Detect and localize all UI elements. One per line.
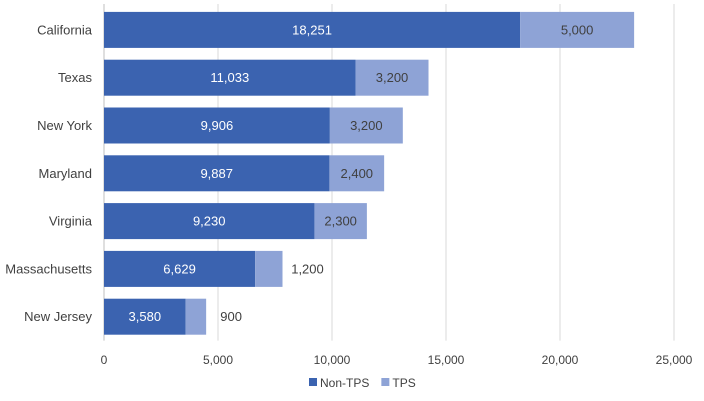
data-label-non-tps: 11,033: [210, 70, 249, 85]
data-label-non-tps: 9,230: [193, 214, 226, 229]
x-tick-label: 0: [101, 353, 108, 367]
data-label-non-tps: 3,580: [129, 309, 162, 324]
legend-swatch-non-tps: [309, 378, 317, 386]
data-label-tps: 3,200: [376, 70, 409, 85]
data-label-tps: 1,200: [291, 261, 324, 276]
bar-tps: [314, 203, 367, 240]
category-label: Massachusetts: [5, 261, 92, 276]
data-label-non-tps: 6,629: [163, 261, 196, 276]
legend-label-non-tps: Non-TPS: [320, 376, 369, 390]
bar-tps: [329, 155, 385, 192]
data-label-non-tps: 9,887: [200, 166, 233, 181]
data-label-tps: 3,200: [350, 118, 383, 133]
data-label-non-tps: 18,251: [292, 22, 332, 37]
category-label: Maryland: [39, 166, 92, 181]
category-label: California: [37, 22, 93, 37]
category-label: New York: [37, 118, 92, 133]
x-tick-label: 25,000: [656, 353, 693, 367]
bar-tps: [329, 107, 403, 144]
bar-non-tps: [104, 203, 315, 240]
x-tick-label: 5,000: [203, 353, 233, 367]
category-labels: California Texas New York Maryland Virginia M…: [5, 22, 92, 324]
legend-label-tps: TPS: [392, 376, 415, 390]
data-label-tps: 900: [220, 309, 242, 324]
category-label: New Jersey: [24, 309, 92, 324]
x-tick-label: 15,000: [428, 353, 465, 367]
bars: 18,251 5,000 11,033 3,200 9,906 3,200 9,887 2,4…: [104, 11, 635, 335]
bar-non-tps: [104, 11, 521, 48]
bar-non-tps: [104, 298, 186, 335]
bar-tps: [520, 11, 635, 48]
x-tick-label: 20,000: [542, 353, 579, 367]
legend[interactable]: Non-TPS TPS: [309, 376, 416, 390]
bar-tps: [185, 298, 207, 335]
category-label: Texas: [58, 70, 92, 85]
data-label-non-tps: 9,906: [201, 118, 234, 133]
bar-tps: [255, 250, 283, 287]
legend-swatch-tps: [381, 378, 390, 386]
data-label-tps: 2,300: [324, 214, 357, 229]
data-label-tps: 5,000: [561, 22, 594, 37]
bar-non-tps: [104, 155, 330, 192]
bar-non-tps: [104, 59, 356, 96]
bar-non-tps: [104, 107, 330, 144]
x-tick-label: 10,000: [314, 353, 351, 367]
category-label: Virginia: [49, 214, 93, 229]
x-axis-tick-labels: 0 5,000 10,000 15,000 20,000 25,000: [101, 353, 693, 367]
bar-tps: [355, 59, 429, 96]
bar-non-tps: [104, 250, 256, 287]
data-label-tps: 2,400: [341, 166, 374, 181]
